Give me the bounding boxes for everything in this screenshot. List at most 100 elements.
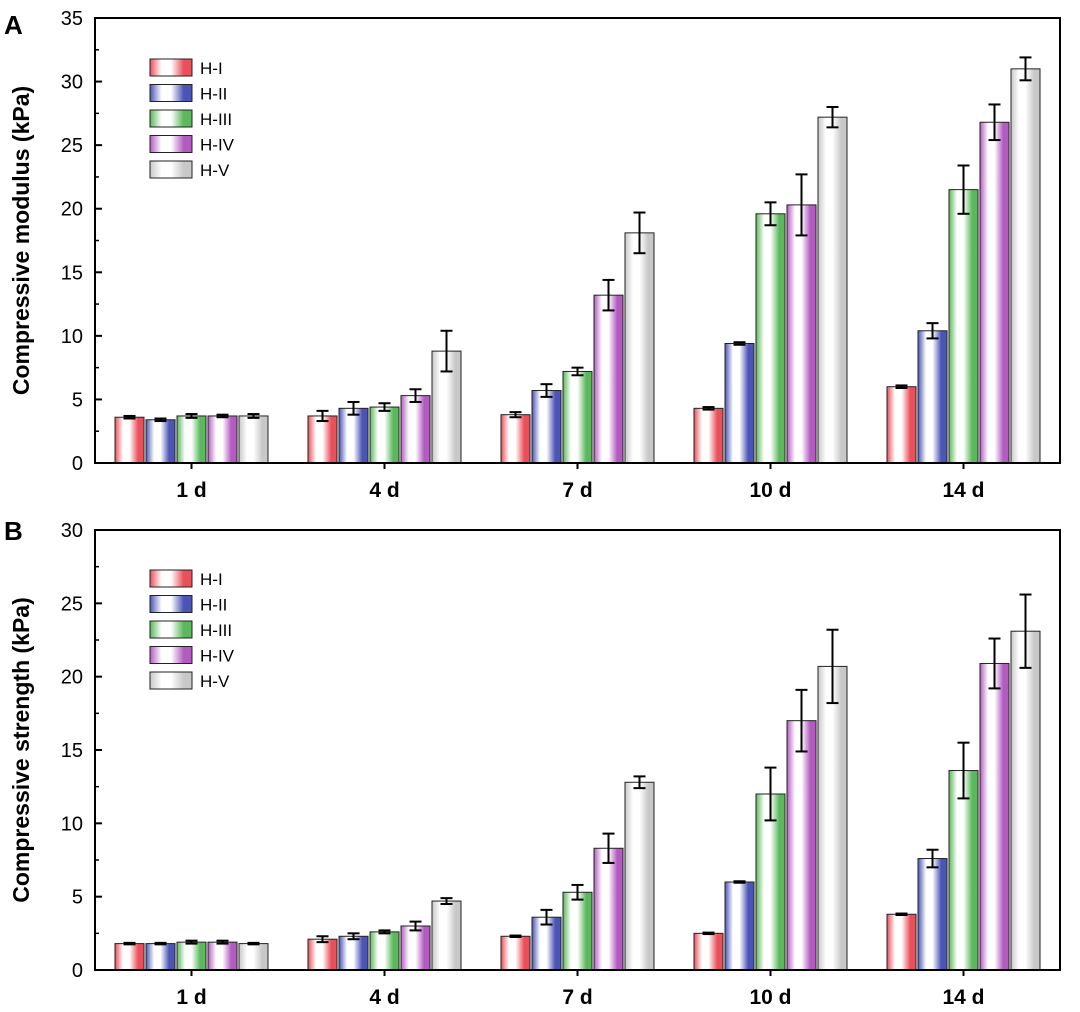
panel-b-bar-h-ii-4-d [338,935,369,971]
panel-b-bar-h-iii-14-d [948,770,979,971]
panel-b-errorbar-h-ii-1-d [154,941,167,946]
panel-a-legend-label-h-ii: H-II [200,85,227,104]
panel-b-ytick-label-25: 25 [61,593,83,615]
panel-a-legend-item-h-ii: H-II [149,84,227,104]
panel-b-ytick-label-20: 20 [61,667,83,689]
panel-b-bar-h-v-7-d [624,781,655,971]
panel-b-errorbar-h-iv-4-d [409,920,422,932]
panel-b-errorbar-h-ii-14-d [926,848,939,869]
panel-b-xtick-label-1-d: 1 d [176,986,206,1009]
panel-b-errorbar-h-i-14-d [895,912,908,916]
panel-b-xtick-label-10-d: 10 d [749,986,791,1009]
panel-a-bar-h-iv-7-d [593,294,624,464]
panel-a-errorbar-h-iii-7-d [571,366,584,377]
panel-a-bar-h-v-14-d [1010,68,1041,464]
panel-b-legend-swatch-h-iii [149,620,193,639]
panel-a-errorbar-h-iv-4-d [409,388,422,403]
panel-a-legend-label-h-i: H-I [200,59,223,78]
panel-a-errorbar-h-iii-1-d [185,413,198,419]
panel-b-xtick-label-7-d: 7 d [562,986,592,1009]
panel-b-bar-h-i-14-d [886,913,917,971]
panel-b-errorbar-h-i-7-d [509,934,522,938]
panel-b-legend-item-h-iv: H-IV [149,646,235,666]
panel-a-errorbar-h-ii-14-d [926,322,939,340]
panel-b-bar-h-i-1-d [114,943,145,971]
panel-a-errorbar-h-ii-1-d [154,417,167,423]
panel-b-errorbar-h-iv-10-d [795,688,808,753]
panel-a-bar-h-iii-10-d [755,213,786,464]
panel-a-errorbar-h-iii-14-d [957,164,970,215]
panel-a-xtick-label-7-d: 7 d [562,479,592,502]
panel-b-legend-swatch-h-iv [149,646,193,664]
panel-b-errorbar-h-iv-14-d [988,637,1001,690]
panel-a-bar-h-i-4-d [307,415,338,464]
panel-a-bar-h-iii-4-d [369,406,400,464]
panel-a-chart: A 0 5 10 15 20 25 30 35 1 d 4 d 7 d 10 d 14 d Compress… [4,8,1061,502]
panel-b-bar-h-v-14-d [1010,630,1041,971]
panel-b-bar-h-iii-1-d [176,941,207,971]
panel-b-legend-label-h-iii: H-III [200,621,232,640]
panel-b-legend-label-h-ii: H-II [200,596,227,615]
panel-b-legend-label-h-v: H-V [200,672,230,691]
panel-b-chart: B 0 5 10 15 20 25 30 1 d 4 d 7 d 10 d 14 d Compressiv… [4,516,1061,1009]
panel-b-errorbar-h-ii-10-d [733,880,746,884]
panel-a-legend-swatch-h-ii [149,84,193,102]
panel-a-errorbar-h-v-14-d [1019,56,1032,82]
panel-b-errorbar-h-i-10-d [702,931,715,936]
panel-b-legend-item-h-i: H-I [149,569,223,589]
panel-b-legend-item-h-ii: H-II [149,595,227,615]
panel-b-legend-label-h-i: H-I [200,570,223,589]
panel-a-bar-h-v-7-d [624,232,655,464]
panel-a-bar-h-ii-4-d [338,407,369,464]
panel-b-errorbar-h-iii-4-d [378,929,391,935]
panel-a-legend-label-h-v: H-V [200,161,230,180]
panel-a-xtick-label-10-d: 10 d [749,479,791,502]
panel-b-legend-swatch-h-i [149,569,193,588]
panel-a-legend-swatch-h-iv [149,135,193,153]
panel-a-errorbar-h-v-1-d [247,413,260,419]
panel-b-bar-h-iv-1-d [207,941,238,971]
panel-b-bar-h-iii-4-d [369,931,400,971]
panel-a-legend-label-h-iii: H-III [200,110,232,129]
panel-a-errorbar-h-v-4-d [440,329,453,373]
panel-a-bar-h-v-10-d [817,116,848,464]
panel-b-bar-h-ii-10-d [724,881,755,971]
panel-a-ytick-label-10: 10 [61,326,83,348]
panel-b-bar-h-i-10-d [693,932,724,971]
panel-a-label: A [4,10,23,40]
panel-a-legend-swatch-h-v [149,160,193,179]
panel-b-legend-swatch-h-ii [149,595,193,613]
panel-b-ytick-label-10: 10 [61,813,83,835]
panel-b-ytick-label-0: 0 [72,960,83,982]
panel-a-bar-h-iv-1-d [207,415,238,464]
panel-b-bar-h-iv-10-d [786,720,817,971]
panel-b-bar-h-iv-4-d [400,925,431,971]
panel-a-ytick-label-20: 20 [61,199,83,221]
panel-a-legend-label-h-iv: H-IV [200,136,235,155]
panel-b-xtick-label-4-d: 4 d [369,986,399,1009]
panel-b-errorbar-h-v-7-d [633,775,646,790]
panel-b-errorbar-h-ii-4-d [347,932,360,941]
panel-a-xtick-label-14-d: 14 d [942,479,984,502]
panel-a-ytick-label-15: 15 [61,262,83,284]
panel-b-ytick-label-5: 5 [72,887,83,909]
panel-a-bar-h-iii-7-d [562,370,593,464]
panel-a-errorbar-h-ii-7-d [540,383,553,398]
panel-a-bar-h-iv-4-d [400,395,431,464]
panel-a-bar-h-iv-10-d [786,204,817,464]
panel-a-errorbar-h-i-7-d [509,411,522,419]
panel-a-legend-item-h-iv: H-IV [149,135,235,155]
panel-b-errorbar-h-iii-14-d [957,741,970,800]
panel-b-errorbar-h-iv-7-d [602,832,615,864]
panel-b-bar-h-iv-7-d [593,847,624,971]
panel-b-legend-swatch-h-v [149,671,193,690]
panel-a-errorbar-h-iv-10-d [795,173,808,237]
panel-a-bar-h-ii-14-d [917,330,948,464]
panel-b-errorbar-h-v-14-d [1019,593,1032,669]
panel-b-label: B [4,516,23,546]
panel-a-errorbar-h-v-10-d [826,106,839,129]
panel-a-bar-h-ii-10-d [724,342,755,464]
panel-a-errorbar-h-ii-10-d [733,341,746,346]
panel-a-errorbar-h-v-7-d [633,211,646,255]
